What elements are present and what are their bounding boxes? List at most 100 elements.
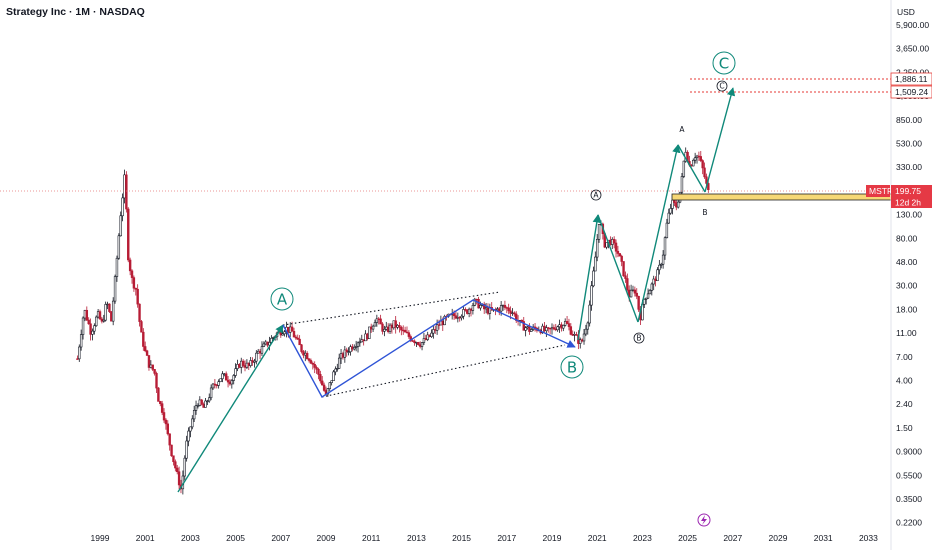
candle (547, 327, 550, 329)
candle (563, 321, 567, 326)
candle (556, 326, 559, 331)
y-tick-label: 18.00 (896, 304, 918, 314)
candle (482, 303, 486, 310)
candle (675, 202, 678, 208)
candle (456, 316, 460, 319)
candle (262, 343, 266, 347)
candle (368, 326, 371, 339)
candle (228, 381, 232, 385)
candle (381, 323, 384, 332)
candle (571, 334, 574, 336)
price-axis: USD5,900.003,650.002,250.001,350.00850.0… (866, 0, 932, 550)
candle (121, 197, 124, 217)
candle (452, 313, 456, 317)
candle (336, 368, 339, 370)
candle (669, 208, 672, 214)
wave-line-minor-b (677, 144, 706, 193)
candle (226, 379, 230, 383)
candle (85, 309, 89, 321)
candle (501, 304, 505, 307)
candle (671, 199, 674, 209)
candle (130, 270, 134, 278)
candle (652, 278, 655, 285)
candle (177, 471, 181, 486)
candle (648, 290, 652, 295)
candle (418, 344, 422, 347)
candle (554, 328, 557, 331)
x-tick-label: 2017 (497, 533, 516, 543)
currency-label[interactable]: USD (897, 7, 915, 17)
candle (360, 339, 363, 343)
candle (667, 212, 670, 224)
candle (620, 255, 623, 262)
candle (341, 353, 345, 358)
lightning-bolt-shape (701, 515, 707, 525)
x-tick-label: 2025 (678, 533, 697, 543)
candle (81, 317, 85, 335)
candle (676, 201, 680, 208)
candle (658, 264, 661, 271)
candle (258, 350, 262, 354)
candle (337, 357, 341, 369)
candle (170, 444, 173, 457)
candle (392, 320, 395, 329)
candle (665, 222, 669, 239)
candle (371, 325, 375, 330)
wave-label-circled-b: B (636, 334, 641, 343)
candle (300, 344, 303, 352)
candle (526, 326, 529, 329)
candle (595, 238, 599, 258)
candle (102, 319, 105, 322)
candle (313, 364, 316, 368)
candle (417, 342, 420, 346)
candle (643, 299, 646, 305)
y-tick-label: 48.00 (896, 257, 918, 267)
x-tick-label: 2003 (181, 533, 200, 543)
candle (573, 334, 576, 336)
candle (196, 405, 200, 407)
wave-label-major-c-circle (712, 51, 736, 75)
candle (104, 304, 107, 321)
candle (138, 303, 141, 322)
candlestick-series (76, 147, 710, 495)
x-tick-label: 2013 (407, 533, 426, 543)
candle (369, 326, 373, 330)
candle (682, 160, 686, 177)
candle (330, 380, 333, 383)
candle (164, 419, 168, 425)
candle (479, 305, 482, 309)
candle (185, 440, 188, 459)
y-tick-label: 2,250.00 (896, 67, 929, 77)
candle (703, 167, 706, 178)
candle (398, 325, 401, 328)
symbol-tag: MSTR (869, 186, 893, 196)
candle (155, 373, 158, 389)
candle (415, 342, 418, 344)
candle (304, 352, 307, 356)
candle (454, 315, 458, 319)
candle (223, 373, 226, 375)
candle (661, 254, 665, 265)
candle (550, 327, 554, 330)
candle (524, 327, 527, 331)
candle (383, 328, 386, 332)
wave-label-major-b: B (567, 359, 577, 377)
candle (432, 329, 435, 334)
candle (663, 237, 667, 256)
lightning-icon[interactable] (697, 513, 711, 527)
candle (247, 362, 250, 366)
candle (673, 199, 676, 203)
symbol-tag-box (866, 185, 890, 197)
wave-line-circled-b (597, 214, 639, 323)
candle (575, 334, 578, 336)
y-tick-label: 2.40 (896, 399, 913, 409)
price-tag-1886-box (890, 72, 932, 86)
candle (183, 457, 186, 477)
candle (76, 358, 79, 360)
y-tick-label: 0.2200 (896, 518, 922, 528)
candle (168, 433, 171, 446)
candle (462, 309, 465, 317)
candle (321, 380, 324, 386)
candle (635, 292, 638, 297)
